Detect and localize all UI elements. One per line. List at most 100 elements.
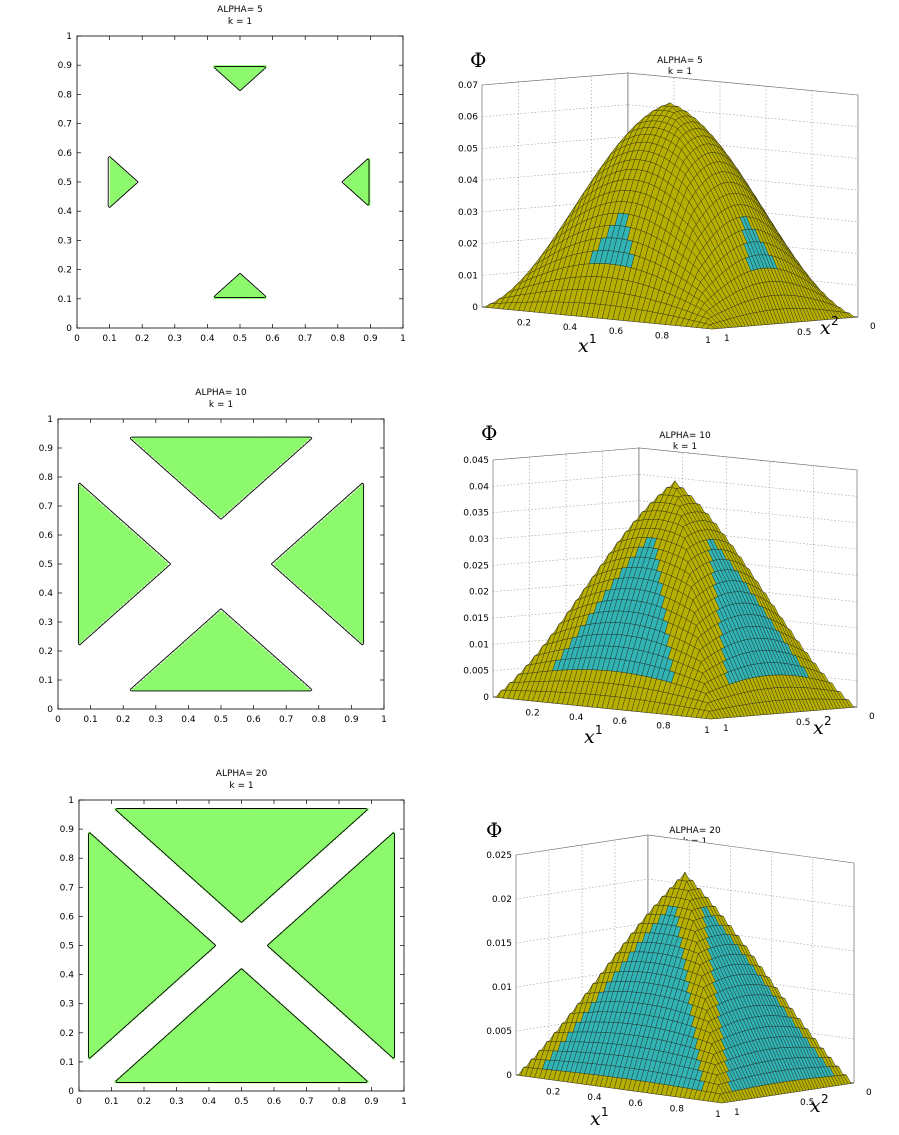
x2-axis-label-sup: 2: [824, 714, 832, 728]
x1-tick-label: 0.8: [655, 332, 670, 342]
y-tick-label: 0.5: [60, 942, 74, 952]
y-tick-label: 0.4: [58, 207, 73, 217]
z-tick-label: 0.01: [458, 271, 478, 281]
y-tick-label: 0.1: [39, 676, 53, 686]
z-tick-label: 0.015: [486, 939, 512, 949]
x1-tick-label: 0.2: [525, 708, 539, 718]
x1-tick-label: 0.6: [613, 717, 628, 727]
y-tick-label: 0.6: [39, 531, 54, 541]
x-tick-label: 1: [381, 715, 387, 725]
x1-axis-label-sup: 1: [595, 723, 603, 737]
y-tick-label: 0.2: [58, 266, 72, 276]
x-tick-label: 0.5: [234, 1097, 248, 1107]
y-tick-label: 0.4: [39, 589, 54, 599]
y-tick-label: 0.9: [58, 61, 73, 71]
x-tick-label: 0.1: [102, 334, 116, 344]
x2-tick-label: 0: [869, 712, 875, 722]
x-tick-label: 0.6: [246, 715, 261, 725]
x1-tick-label: 1: [704, 726, 710, 736]
x-tick-label: 0: [76, 1097, 82, 1107]
x1-axis-label: x: [578, 335, 589, 357]
x-tick-label: 0.7: [279, 715, 293, 725]
x-tick-label: 0.8: [331, 334, 346, 344]
z-tick-label: 0.005: [463, 667, 489, 677]
x-tick-label: 0.8: [332, 1097, 347, 1107]
x1-axis-label-sup: 1: [589, 332, 597, 346]
x1-tick-label: 0.4: [563, 323, 578, 333]
chart-subtitle: k = 1: [228, 17, 252, 27]
x1-axis-label: x: [584, 726, 595, 748]
y-tick-label: 1: [68, 796, 74, 806]
surface-plot-0: ALPHA= 5k = 100.010.020.030.040.050.060.…: [458, 48, 876, 357]
z-tick-label: 0.01: [492, 983, 512, 993]
z-tick-label: 0: [506, 1071, 512, 1081]
y-tick-label: 0.7: [58, 120, 72, 130]
z-tick-label: 0.04: [469, 482, 489, 492]
x1-tick-label: 0.6: [609, 327, 624, 337]
x-tick-label: 0.2: [135, 334, 149, 344]
y-tick-label: 0: [66, 324, 72, 334]
z-tick-label: 0.03: [458, 208, 478, 218]
y-tick-label: 0: [47, 705, 53, 715]
x2-tick-label: 1: [723, 724, 729, 734]
y-tick-label: 0.9: [39, 444, 54, 454]
x-tick-label: 1: [401, 1097, 407, 1107]
x-tick-label: 0.6: [267, 1097, 282, 1107]
region-boundary: [107, 65, 370, 299]
x1-tick-label: 1: [705, 336, 711, 346]
x-tick-label: 0.5: [233, 334, 247, 344]
x-tick-label: 0: [55, 715, 61, 725]
x-tick-label: 0.4: [181, 715, 196, 725]
x2-axis-label-sup: 2: [831, 314, 839, 328]
x-tick-label: 0.2: [116, 715, 130, 725]
x-tick-label: 0.3: [169, 1097, 183, 1107]
x-tick-label: 0.8: [312, 715, 327, 725]
y-tick-label: 0.8: [60, 854, 75, 864]
x-tick-label: 0.6: [265, 334, 280, 344]
x-tick-label: 0.4: [202, 1097, 217, 1107]
z-tick-label: 0: [472, 303, 478, 313]
y-tick-label: 0.3: [60, 1000, 74, 1010]
x1-tick-label: 0.2: [517, 318, 531, 328]
y-tick-label: 0.1: [60, 1058, 74, 1068]
y-tick-label: 0.7: [60, 883, 74, 893]
chart-subtitle: k = 1: [673, 442, 697, 452]
x1-tick-label: 0.8: [656, 722, 671, 732]
x2-tick-label: 0: [870, 322, 876, 332]
chart-title: ALPHA= 20: [216, 769, 268, 779]
z-tick-label: 0.02: [469, 588, 489, 598]
x2-axis-label: x: [813, 717, 824, 739]
z-tick-label: 0.01: [469, 640, 489, 650]
z-tick-label: 0.04: [458, 176, 478, 186]
x-tick-label: 0.7: [299, 1097, 313, 1107]
chart-title: ALPHA= 10: [659, 431, 711, 441]
y-tick-label: 1: [47, 415, 53, 425]
surface-mesh: [481, 102, 859, 330]
z-tick-label: 0: [483, 693, 489, 703]
y-tick-label: 0.3: [58, 236, 72, 246]
z-tick-label: 0.015: [463, 614, 489, 624]
chart-subtitle: k = 1: [229, 781, 253, 791]
x2-tick-label: 0.5: [796, 718, 810, 728]
z-tick-label: 0.02: [458, 240, 478, 250]
z-tick-label: 0.035: [463, 509, 489, 519]
y-tick-label: 0.8: [58, 90, 73, 100]
x-tick-label: 0.9: [344, 715, 359, 725]
z-axis-label: Φ: [470, 48, 486, 72]
x2-tick-label: 1: [724, 334, 730, 344]
x1-tick-label: 0.4: [569, 713, 584, 723]
x-tick-label: 0.7: [298, 334, 312, 344]
chart-subtitle: k = 1: [668, 67, 692, 77]
z-tick-label: 0.045: [463, 456, 489, 466]
plan-plot-2: ALPHA= 20k = 10 0.1 0.2 0.3 0.4 0.5 0.6 0.7 0.8 0…: [60, 769, 407, 1107]
y-tick-label: 0.7: [39, 502, 53, 512]
z-tick-label: 0.07: [458, 81, 478, 91]
y-tick-label: 0.2: [39, 647, 53, 657]
z-tick-label: 0.03: [469, 535, 489, 545]
z-tick-label: 0.05: [458, 144, 478, 154]
chart-title: ALPHA= 10: [195, 388, 247, 398]
y-tick-label: 0.9: [60, 825, 75, 835]
x-tick-label: 0.5: [214, 715, 228, 725]
z-tick-label: 0.02: [492, 895, 512, 905]
y-tick-label: 1: [66, 32, 72, 42]
